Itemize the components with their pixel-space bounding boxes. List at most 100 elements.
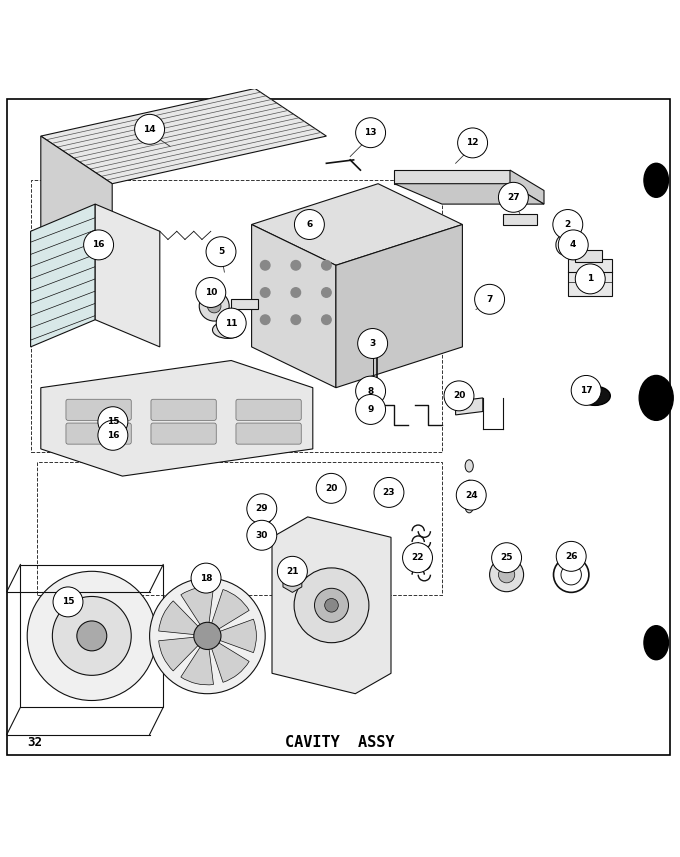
Text: 9: 9 <box>367 405 374 414</box>
Ellipse shape <box>644 164 668 197</box>
Text: 2: 2 <box>564 220 571 229</box>
Polygon shape <box>336 225 462 387</box>
Text: 12: 12 <box>466 138 479 147</box>
Circle shape <box>207 299 221 313</box>
Text: 21: 21 <box>286 566 299 576</box>
Circle shape <box>206 237 236 267</box>
Circle shape <box>247 494 277 524</box>
FancyBboxPatch shape <box>151 399 216 420</box>
FancyBboxPatch shape <box>66 399 131 420</box>
FancyBboxPatch shape <box>236 399 301 420</box>
Wedge shape <box>207 590 249 636</box>
Wedge shape <box>181 636 214 685</box>
Circle shape <box>444 381 474 411</box>
Circle shape <box>492 542 522 572</box>
Circle shape <box>260 261 270 270</box>
Circle shape <box>553 210 583 239</box>
Polygon shape <box>31 204 95 347</box>
Wedge shape <box>158 636 207 671</box>
Circle shape <box>247 520 277 550</box>
Ellipse shape <box>465 500 473 512</box>
Circle shape <box>498 566 515 583</box>
Circle shape <box>77 621 107 650</box>
Text: 24: 24 <box>465 491 477 500</box>
Circle shape <box>191 563 221 593</box>
Circle shape <box>27 572 156 700</box>
Text: 26: 26 <box>565 552 577 560</box>
Circle shape <box>498 183 528 213</box>
Polygon shape <box>95 204 160 347</box>
Circle shape <box>98 420 128 450</box>
Polygon shape <box>272 517 391 693</box>
Circle shape <box>291 315 301 325</box>
Text: 14: 14 <box>143 125 156 134</box>
Circle shape <box>322 288 331 297</box>
Bar <box>231 299 258 309</box>
Circle shape <box>575 264 605 294</box>
Ellipse shape <box>465 480 473 493</box>
Text: 20: 20 <box>325 484 337 493</box>
Text: 23: 23 <box>383 488 395 497</box>
Circle shape <box>98 407 128 437</box>
Ellipse shape <box>644 626 668 660</box>
Polygon shape <box>41 88 326 183</box>
Circle shape <box>322 261 331 270</box>
Circle shape <box>556 542 586 572</box>
Text: 17: 17 <box>580 386 592 395</box>
Text: 30: 30 <box>256 530 268 540</box>
Circle shape <box>194 622 221 650</box>
Text: 22: 22 <box>411 554 424 562</box>
Circle shape <box>356 117 386 147</box>
Circle shape <box>135 114 165 144</box>
Polygon shape <box>41 361 313 476</box>
Circle shape <box>291 261 301 270</box>
FancyBboxPatch shape <box>236 423 301 444</box>
Circle shape <box>356 394 386 424</box>
Bar <box>37 463 442 595</box>
Polygon shape <box>394 183 544 204</box>
FancyBboxPatch shape <box>66 423 131 444</box>
Text: 5: 5 <box>218 247 224 256</box>
Text: CAVITY  ASSY: CAVITY ASSY <box>285 735 395 750</box>
Bar <box>575 249 602 262</box>
Polygon shape <box>456 398 483 415</box>
Text: 8: 8 <box>367 387 374 396</box>
Wedge shape <box>158 601 207 636</box>
Text: 16: 16 <box>107 431 119 440</box>
Wedge shape <box>207 636 249 682</box>
Polygon shape <box>41 136 112 279</box>
Bar <box>31 180 442 452</box>
Text: 20: 20 <box>453 392 465 400</box>
Circle shape <box>291 288 301 297</box>
Circle shape <box>325 598 339 612</box>
Text: 7: 7 <box>486 295 493 303</box>
Ellipse shape <box>639 375 673 420</box>
Text: 32: 32 <box>27 736 42 749</box>
Circle shape <box>571 375 601 405</box>
Polygon shape <box>394 170 510 183</box>
Circle shape <box>84 230 114 260</box>
Text: 3: 3 <box>369 339 376 348</box>
Text: 18: 18 <box>200 573 212 583</box>
Text: 4: 4 <box>570 241 577 249</box>
Circle shape <box>475 285 505 315</box>
Circle shape <box>150 578 265 693</box>
Circle shape <box>456 480 486 510</box>
Polygon shape <box>510 170 544 204</box>
Bar <box>20 565 163 707</box>
Circle shape <box>294 568 369 643</box>
Text: 27: 27 <box>507 193 520 201</box>
Text: 29: 29 <box>256 504 268 513</box>
Text: 13: 13 <box>364 129 377 137</box>
Circle shape <box>196 278 226 308</box>
Circle shape <box>358 328 388 358</box>
Circle shape <box>277 556 307 586</box>
Circle shape <box>374 477 404 507</box>
Wedge shape <box>207 619 256 653</box>
Text: 6: 6 <box>306 220 313 229</box>
Polygon shape <box>503 214 537 225</box>
Polygon shape <box>252 225 336 387</box>
FancyBboxPatch shape <box>568 259 612 296</box>
Circle shape <box>403 542 432 572</box>
Circle shape <box>322 315 331 325</box>
